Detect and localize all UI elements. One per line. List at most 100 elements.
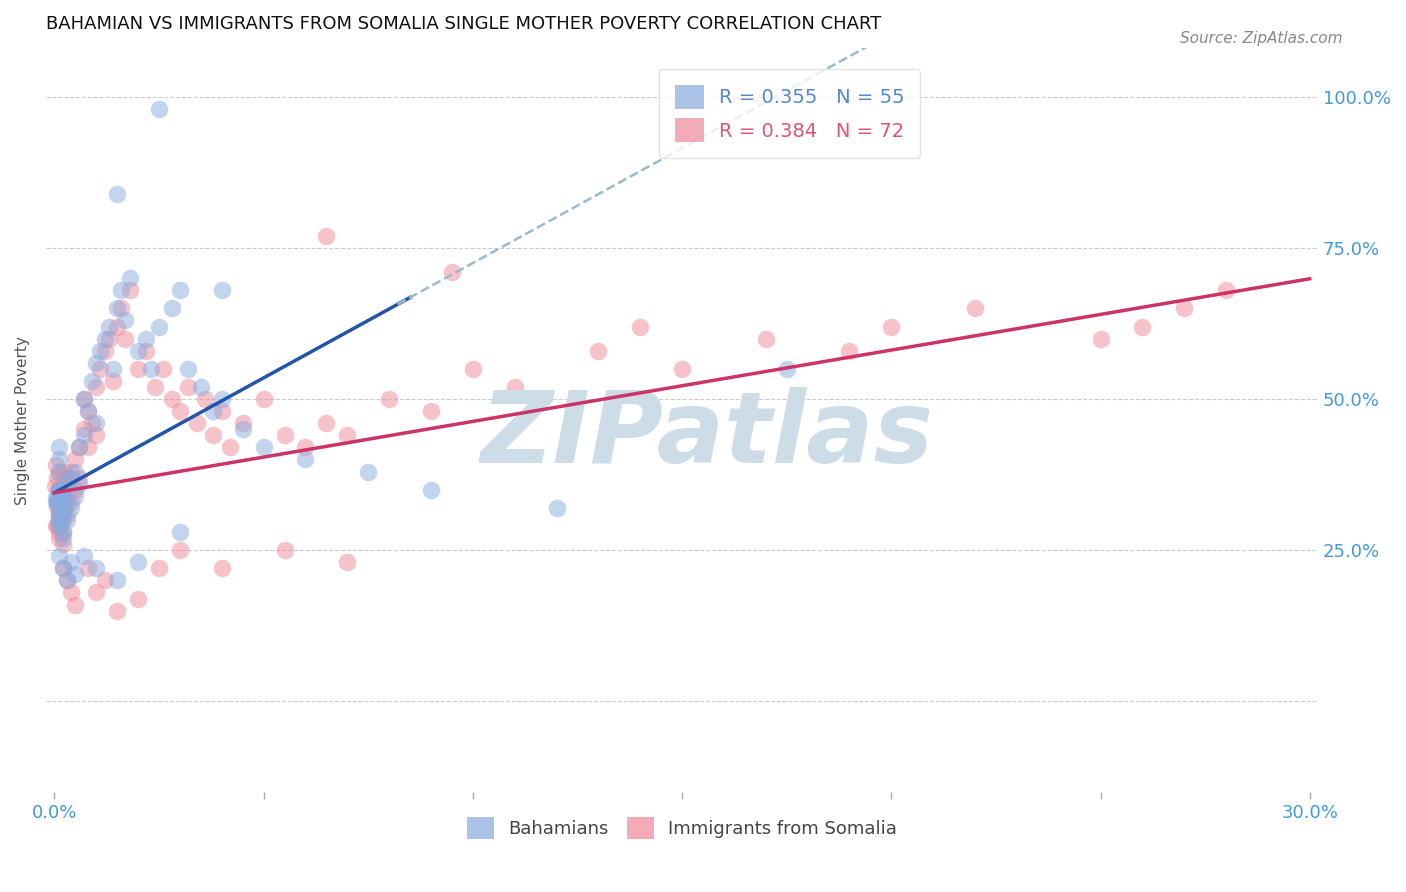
Point	[56, 513, 79, 527]
Point	[84, 416, 107, 430]
Point	[48, 483, 70, 498]
Point	[48, 489, 70, 503]
Point	[80, 374, 103, 388]
Point	[169, 543, 191, 558]
Point	[52, 561, 75, 575]
Point	[46, 494, 69, 508]
Point	[76, 441, 98, 455]
Point	[378, 392, 401, 406]
Point	[93, 343, 115, 358]
Point	[202, 404, 225, 418]
Point	[1090, 332, 1112, 346]
Point	[46, 494, 69, 508]
Point	[48, 465, 70, 479]
Point	[252, 392, 274, 406]
Point	[45, 490, 67, 504]
Text: BAHAMIAN VS IMMIGRANTS FROM SOMALIA SINGLE MOTHER POVERTY CORRELATION CHART: BAHAMIAN VS IMMIGRANTS FROM SOMALIA SING…	[46, 15, 882, 33]
Point	[105, 574, 128, 588]
Point	[671, 361, 693, 376]
Point	[546, 500, 568, 515]
Point	[48, 497, 70, 511]
Point	[48, 489, 70, 503]
Point	[46, 469, 69, 483]
Point	[127, 555, 149, 569]
Point	[503, 380, 526, 394]
Point	[48, 495, 70, 509]
Point	[48, 500, 70, 515]
Point	[65, 452, 87, 467]
Point	[232, 416, 254, 430]
Point	[48, 510, 70, 524]
Point	[84, 585, 107, 599]
Point	[169, 404, 191, 418]
Point	[160, 392, 183, 406]
Point	[65, 567, 87, 582]
Point	[252, 441, 274, 455]
Point	[357, 465, 380, 479]
Point	[48, 452, 70, 467]
Point	[963, 301, 986, 316]
Point	[76, 404, 98, 418]
Point	[1215, 283, 1237, 297]
Point	[49, 496, 72, 510]
Point	[219, 441, 242, 455]
Point	[72, 428, 94, 442]
Point	[51, 486, 73, 500]
Point	[628, 319, 651, 334]
Point	[169, 524, 191, 539]
Point	[51, 488, 73, 502]
Point	[169, 283, 191, 297]
Point	[56, 574, 79, 588]
Point	[461, 361, 484, 376]
Point	[60, 555, 83, 569]
Point	[60, 495, 83, 509]
Point	[93, 574, 115, 588]
Point	[114, 332, 136, 346]
Point	[60, 500, 83, 515]
Point	[440, 265, 463, 279]
Point	[97, 332, 120, 346]
Point	[52, 495, 75, 509]
Point	[84, 356, 107, 370]
Point	[190, 380, 212, 394]
Point	[65, 489, 87, 503]
Point	[48, 483, 70, 497]
Point	[76, 561, 98, 575]
Point	[148, 319, 170, 334]
Point	[52, 537, 75, 551]
Point	[45, 458, 67, 472]
Point	[52, 476, 75, 491]
Point	[294, 441, 316, 455]
Point	[127, 591, 149, 606]
Legend: Bahamians, Immigrants from Somalia: Bahamians, Immigrants from Somalia	[460, 810, 904, 847]
Point	[65, 465, 87, 479]
Point	[211, 392, 233, 406]
Point	[152, 361, 174, 376]
Point	[46, 483, 69, 498]
Point	[139, 361, 162, 376]
Point	[60, 470, 83, 484]
Point	[56, 476, 79, 491]
Point	[48, 484, 70, 499]
Point	[48, 549, 70, 564]
Text: ZIPatlas: ZIPatlas	[481, 386, 934, 483]
Point	[135, 332, 157, 346]
Point	[1132, 319, 1154, 334]
Point	[755, 332, 778, 346]
Point	[48, 514, 70, 528]
Point	[44, 479, 66, 493]
Point	[89, 343, 111, 358]
Point	[48, 513, 70, 527]
Point	[127, 343, 149, 358]
Point	[49, 515, 72, 529]
Point	[105, 604, 128, 618]
Point	[72, 422, 94, 436]
Point	[72, 392, 94, 406]
Point	[118, 271, 141, 285]
Point	[53, 501, 76, 516]
Point	[48, 524, 70, 539]
Point	[148, 102, 170, 116]
Point	[52, 513, 75, 527]
Point	[72, 549, 94, 564]
Point	[160, 301, 183, 316]
